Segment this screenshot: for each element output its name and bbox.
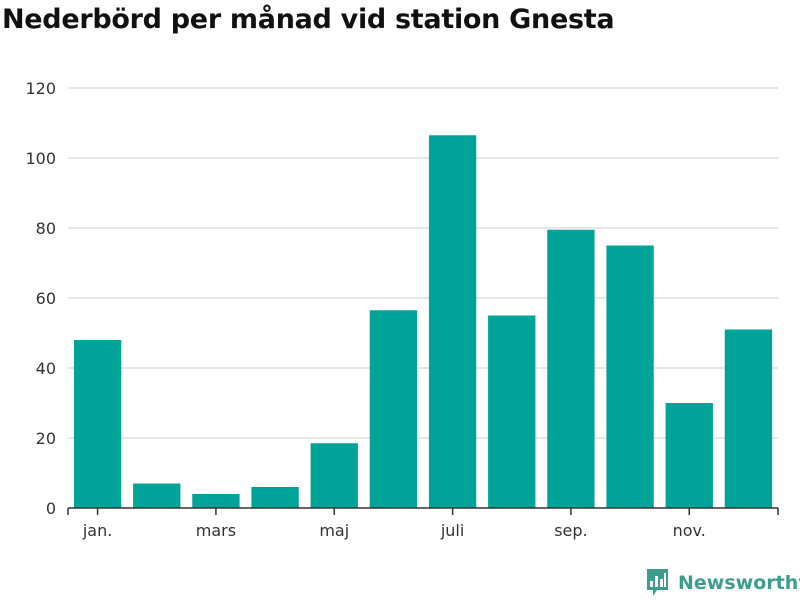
x-tick-label: jan. [82,521,112,540]
bar-juni[interactable] [369,310,418,508]
bar-feb[interactable] [133,483,181,509]
y-tick-label: 120 [25,79,56,98]
bar-okt[interactable] [606,245,654,509]
y-axis-ticks: 0 20 40 60 80 100 120 [25,79,56,518]
bar-chart-speech-bubble-icon [647,569,668,596]
bar-nov[interactable] [665,403,713,508]
bar-mars[interactable] [192,494,240,508]
bar-dec[interactable] [724,329,773,509]
brand-name: Newsworthy [678,572,800,594]
bar-aug[interactable] [488,315,536,509]
bar-jan[interactable] [73,340,122,508]
bars [73,135,773,509]
bar-maj[interactable] [310,443,358,508]
bar-juli[interactable] [428,135,477,508]
x-tick-label: maj [319,521,349,540]
x-axis: jan. mars maj juli sep. nov. [67,507,779,540]
x-tick-label: nov. [673,521,706,540]
y-tick-label: 40 [36,359,56,378]
grid-lines [68,87,778,439]
y-tick-label: 0 [46,499,56,518]
chart-title: Nederbörd per månad vid station Gnesta [2,4,615,35]
x-tick-label: mars [196,521,236,540]
newsworthy-logo[interactable]: Newsworthy [645,568,800,598]
y-tick-label: 100 [25,149,56,168]
x-tick-label: juli [440,521,464,540]
bar-sep[interactable] [547,229,595,508]
y-tick-label: 60 [36,289,56,308]
y-tick-label: 20 [36,429,56,448]
x-tick-label: sep. [554,521,587,540]
bar-apr[interactable] [251,487,299,508]
y-tick-label: 80 [36,219,56,238]
